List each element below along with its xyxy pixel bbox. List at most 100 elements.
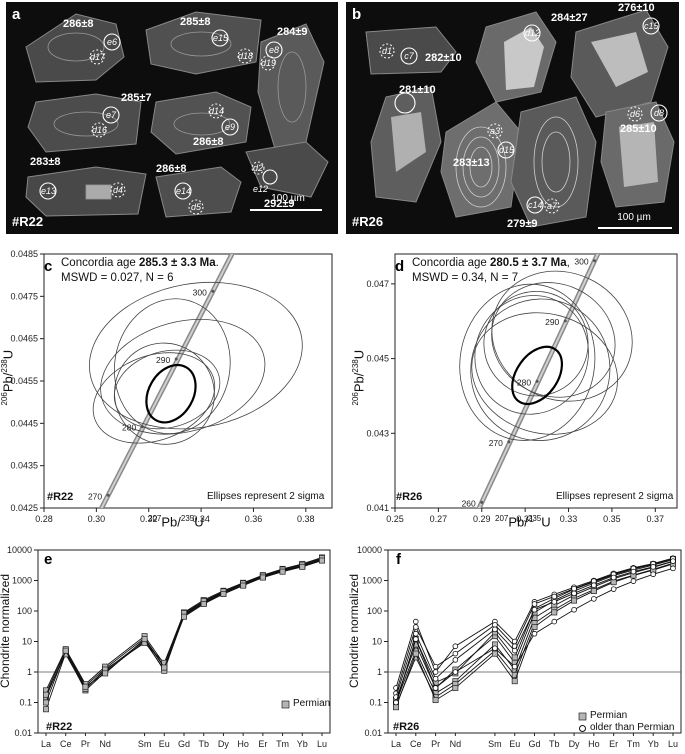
panel-label-b: b xyxy=(352,6,362,23)
ellipse-note-c: Ellipses represent 2 sigma xyxy=(207,491,325,502)
x-tick-label: 0.30 xyxy=(88,514,106,524)
mswd-text: MSWD = 0.34, N = 7 xyxy=(412,272,519,284)
error-ellipse xyxy=(113,298,231,435)
error-ellipse xyxy=(491,282,616,398)
sample-label-d: #R26 xyxy=(396,491,423,503)
concordia-age-label: 270 xyxy=(88,491,102,501)
x-tick-label: La xyxy=(391,739,401,749)
data-point xyxy=(319,557,325,564)
concordia-plot-c: 0.28 0.30 0.32 0.34 0.36 0.38 0.0425 0.0435 0.04… xyxy=(0,240,342,532)
spot-label: d16 xyxy=(92,125,108,135)
x-tick-label: 0.37 xyxy=(647,514,665,524)
data-point xyxy=(43,699,49,706)
y-axis-mass-top: 206 xyxy=(351,392,361,406)
concordia-plot-d: 0.25 0.27 0.29 0.31 0.33 0.35 0.37 0.041 0.043 0.… xyxy=(343,240,685,532)
age-label: 283±13 xyxy=(453,157,490,169)
concordia-age-text: Concordia age 285.3 ± 3.3 Ma. xyxy=(61,257,219,269)
plot-area xyxy=(459,254,633,508)
y-tick-label: 0.1 xyxy=(369,698,382,708)
zircon-grains-b xyxy=(365,9,675,229)
concordia-age-label: 270 xyxy=(489,438,503,448)
spot-label: d6 xyxy=(629,109,640,119)
cl-image-panel-a: a #R22 100 µm 286±8 285±8 284±9 285±7 28… xyxy=(6,2,338,234)
spot-label: d18 xyxy=(238,51,254,61)
x-tick-label: Dy xyxy=(569,739,580,749)
x-tick-label: Ce xyxy=(60,739,72,749)
concordia-age-point xyxy=(535,379,539,383)
data-point xyxy=(432,697,439,704)
x-tick-label: Eu xyxy=(509,739,520,749)
concordia-age-point xyxy=(174,357,178,361)
data-point xyxy=(551,609,558,616)
concordia-age-label: 290 xyxy=(545,317,559,327)
age-label: 286±8 xyxy=(156,163,187,175)
x-tick-label: Yb xyxy=(648,739,659,749)
x-tick-label: Er xyxy=(609,739,618,749)
x-tick-label: Nd xyxy=(99,739,111,749)
data-point xyxy=(591,596,597,602)
y-tick-label: 0.0435 xyxy=(10,461,38,471)
y-axis-label-mid: Pb/ xyxy=(351,372,367,393)
error-ellipse xyxy=(470,298,611,441)
data-point xyxy=(393,699,399,706)
error-ellipse xyxy=(471,312,618,435)
age-label: 284±9 xyxy=(277,26,308,38)
data-point xyxy=(551,618,558,625)
data-point xyxy=(610,586,617,592)
concordia-age-label: 280 xyxy=(122,423,136,433)
age-label: 281±10 xyxy=(399,84,436,96)
y-tick-label: 0.0475 xyxy=(10,291,38,301)
age-label: 286±8 xyxy=(193,136,224,148)
concordia-age-value: 280.5 ± 3.7 Ma xyxy=(490,257,567,269)
x-tick-label: 0.29 xyxy=(473,514,491,524)
concordia-age-prefix: Concordia age xyxy=(61,257,139,269)
y-tick-label: 0.0465 xyxy=(10,334,38,344)
concordia-age-point xyxy=(480,500,484,504)
data-point xyxy=(590,588,597,595)
series-line xyxy=(45,558,323,694)
series-line xyxy=(395,558,674,694)
concordia-age-point xyxy=(507,440,511,444)
data-point xyxy=(412,630,419,637)
data-point xyxy=(650,571,657,578)
x-axis-mass-bottom: 235 xyxy=(527,514,542,523)
x-tick-label: 0.33 xyxy=(560,514,578,524)
data-point xyxy=(43,706,49,713)
data-point xyxy=(670,565,676,572)
spot-label: d15 xyxy=(499,145,515,155)
plot-frame xyxy=(43,253,333,509)
y-axis-mass-top: 206 xyxy=(0,392,10,406)
x-tick-label: Ho xyxy=(237,739,249,749)
spot-label: d4 xyxy=(112,185,123,195)
x-axis-label-end: U xyxy=(541,514,551,530)
y-axis-label-d: 206Pb/238U xyxy=(351,350,366,406)
x-tick-label: Dy xyxy=(218,739,229,749)
data-point xyxy=(571,597,578,604)
spot-label: e14 xyxy=(176,186,192,196)
zircon-grains-a xyxy=(25,11,329,218)
error-ellipse xyxy=(459,283,596,441)
age-label: 279±9 xyxy=(507,218,538,230)
y-axis-label-end: U xyxy=(351,349,367,360)
concordia-age-label: 280 xyxy=(517,377,531,387)
concordia-age-point xyxy=(106,493,110,497)
concordia-age-label: 300 xyxy=(574,257,588,267)
series-line xyxy=(395,567,674,703)
data-point xyxy=(630,578,637,584)
scale-bar-label-a: 100 µm xyxy=(271,193,305,204)
ree-svg-f: 0.01 0.1 1 10 100 1000 10000 La Ce Pr Nd Sm Eu Gd Tb Dy… xyxy=(357,545,682,749)
data-point xyxy=(571,590,577,597)
y-tick-label: 0.0445 xyxy=(10,418,38,428)
data-point xyxy=(432,685,439,691)
x-axis-mass-bottom: 235 xyxy=(180,514,195,523)
error-ellipse xyxy=(89,281,303,430)
panel-label-a: a xyxy=(12,6,21,23)
x-tick-label: Eu xyxy=(159,739,170,749)
spot-label: e9 xyxy=(224,122,235,132)
sample-label-c: #R22 xyxy=(47,491,74,503)
series-line xyxy=(395,557,674,689)
y-axis-label-e: Chondrite normalized xyxy=(0,573,13,689)
age-label: 285±8 xyxy=(180,16,211,28)
x-axis-label-end: U xyxy=(194,514,204,530)
spot-label: d12 xyxy=(525,28,541,38)
